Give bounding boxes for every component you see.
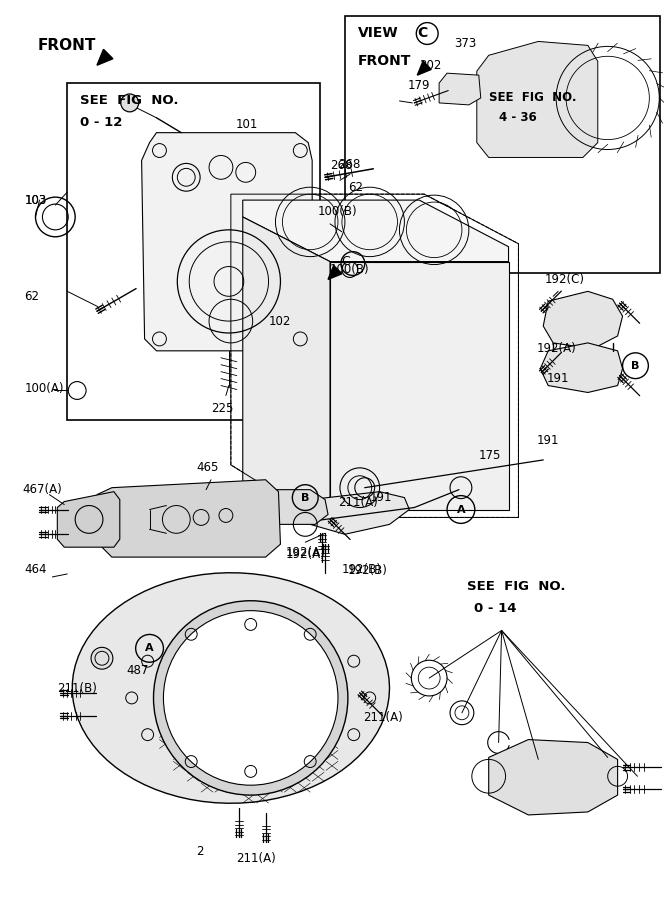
Text: FRONT: FRONT <box>37 38 96 53</box>
Text: 211(B): 211(B) <box>57 681 97 695</box>
Text: 268: 268 <box>330 159 352 172</box>
Bar <box>67 83 320 420</box>
Text: 100(A): 100(A) <box>25 382 64 395</box>
Polygon shape <box>57 491 120 547</box>
Text: 179: 179 <box>408 78 430 92</box>
Text: 211(A): 211(A) <box>363 711 402 724</box>
Polygon shape <box>72 572 390 804</box>
Text: B: B <box>301 492 309 502</box>
Circle shape <box>121 94 139 112</box>
Text: 191: 191 <box>370 491 392 504</box>
Text: 0 - 12: 0 - 12 <box>80 116 123 130</box>
Text: 102: 102 <box>269 315 291 328</box>
Circle shape <box>153 600 348 795</box>
Polygon shape <box>305 491 410 535</box>
Text: 225: 225 <box>211 401 233 415</box>
Polygon shape <box>97 50 113 65</box>
Bar <box>340 375 380 415</box>
Text: A: A <box>457 505 466 515</box>
Text: SEE  FIG  NO.: SEE FIG NO. <box>80 94 179 107</box>
Polygon shape <box>330 262 508 509</box>
Text: 373: 373 <box>454 37 476 50</box>
Text: 100(B): 100(B) <box>318 205 358 219</box>
Polygon shape <box>243 217 330 509</box>
Polygon shape <box>328 266 342 279</box>
Text: VIEW: VIEW <box>358 26 398 40</box>
Text: 100(B): 100(B) <box>330 263 370 276</box>
Polygon shape <box>477 41 598 158</box>
Bar <box>340 311 390 356</box>
Text: 465: 465 <box>196 462 219 474</box>
Text: C: C <box>342 255 350 268</box>
Text: A: A <box>145 644 154 653</box>
Text: 467(A): 467(A) <box>23 483 62 496</box>
Text: 103: 103 <box>25 194 47 207</box>
Polygon shape <box>489 740 618 814</box>
Text: 192(B): 192(B) <box>342 562 382 575</box>
Text: 211(A): 211(A) <box>338 496 378 509</box>
Text: 268: 268 <box>338 158 360 171</box>
Text: 192(B): 192(B) <box>348 564 388 578</box>
Text: 175: 175 <box>479 449 501 463</box>
Text: 4 - 36: 4 - 36 <box>499 112 536 124</box>
Text: 62: 62 <box>348 181 363 194</box>
Text: 487: 487 <box>127 663 149 677</box>
Text: 191: 191 <box>536 434 559 446</box>
Circle shape <box>91 647 113 670</box>
Bar <box>249 321 313 375</box>
Text: SEE  FIG  NO.: SEE FIG NO. <box>489 92 576 104</box>
Text: 211(A): 211(A) <box>236 852 275 865</box>
Text: SEE  FIG  NO.: SEE FIG NO. <box>467 580 566 593</box>
Bar <box>249 450 313 485</box>
Polygon shape <box>243 200 508 262</box>
Polygon shape <box>141 132 312 351</box>
Text: 101: 101 <box>236 118 258 131</box>
Text: 0 - 14: 0 - 14 <box>474 602 516 616</box>
Text: 464: 464 <box>25 562 47 575</box>
Polygon shape <box>418 61 432 75</box>
Text: 192(A): 192(A) <box>285 547 325 561</box>
Text: 202: 202 <box>420 58 442 72</box>
Polygon shape <box>540 343 622 392</box>
Polygon shape <box>439 73 481 105</box>
Text: 192(C): 192(C) <box>544 273 584 286</box>
Text: B: B <box>631 361 640 371</box>
Text: 62: 62 <box>25 290 39 302</box>
Text: C: C <box>418 26 428 40</box>
Text: 192(A): 192(A) <box>285 545 325 559</box>
Polygon shape <box>543 292 622 349</box>
Polygon shape <box>149 490 328 525</box>
Text: 192(A): 192(A) <box>536 342 576 356</box>
Bar <box>249 395 323 435</box>
Polygon shape <box>97 480 280 557</box>
Text: 103: 103 <box>25 194 47 207</box>
Bar <box>161 148 290 247</box>
Bar <box>345 15 660 274</box>
Text: FRONT: FRONT <box>358 54 411 68</box>
Text: 191: 191 <box>546 372 569 385</box>
Circle shape <box>163 611 338 785</box>
Text: 2: 2 <box>196 845 203 858</box>
